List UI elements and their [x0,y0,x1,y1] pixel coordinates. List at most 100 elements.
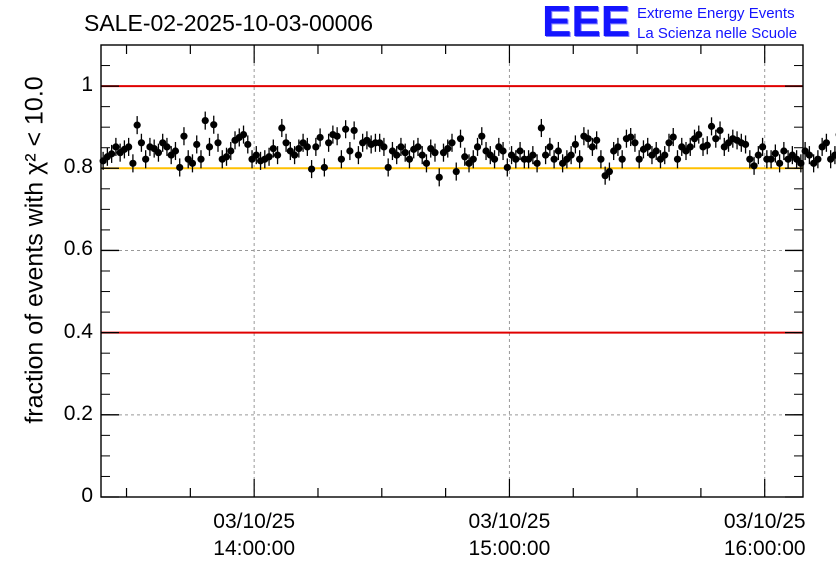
data-point [401,143,409,162]
data-point [461,147,469,166]
data-point [448,133,456,152]
marker [320,163,328,172]
marker [444,144,452,153]
data-point [337,150,345,169]
marker [350,126,358,135]
marker [512,155,520,163]
marker [431,149,439,157]
marker [422,159,431,167]
marker [325,139,333,147]
data-point [273,146,282,165]
data-point [750,156,758,175]
marker [193,140,201,149]
data-point [418,146,426,165]
marker [435,173,443,181]
marker [456,135,465,143]
data-point [503,158,511,177]
marker [380,143,388,151]
marker [269,144,277,153]
data-point [282,133,290,152]
marker [448,139,456,147]
marker [605,167,614,176]
marker [354,151,362,159]
x-tick-date: 03/10/25 [723,510,806,533]
marker [171,147,180,155]
marker [703,141,711,149]
marker [695,130,703,139]
marker [239,130,248,139]
data-point [771,144,779,163]
data-point [635,150,643,169]
data-point [588,137,597,156]
data-point [227,141,235,161]
marker [188,159,197,167]
marker [741,140,750,149]
data-point [222,147,231,166]
x-tick-label: 03/10/25 15:00:00 [449,508,569,562]
marker [716,126,724,135]
marker [542,151,550,159]
marker [112,143,120,151]
data-point [269,139,277,158]
data-point [444,139,452,158]
marker [805,151,813,159]
data-point [197,150,205,169]
axes [100,44,804,498]
marker [644,143,652,151]
data-point [290,146,299,165]
data-point [320,158,328,177]
data-point [414,137,422,156]
marker [712,135,720,143]
y-tick-label: 0.6 [63,237,93,261]
data-point [673,150,682,169]
y-tick-label: 1 [81,73,93,97]
marker [316,133,324,142]
marker [312,143,320,151]
data-point [142,150,150,169]
marker [346,147,354,155]
data-point [707,117,716,136]
marker [227,147,235,155]
data-point [265,147,273,166]
marker [546,143,554,151]
marker [593,136,601,144]
marker [452,167,460,176]
marker [567,151,575,159]
data-point [614,137,622,156]
marker [665,139,673,147]
data-point [384,158,392,177]
marker [771,149,779,158]
marker [265,153,273,161]
marker [405,155,414,163]
data-point [452,162,460,181]
x-tick-label: 03/10/25 14:00:00 [194,508,314,562]
marker [673,155,682,163]
data-point [537,118,545,138]
data-point [648,146,656,165]
marker [142,155,150,163]
marker [282,139,290,147]
marker [776,159,784,167]
data-point [354,146,362,165]
y-tick-label: 0.2 [63,401,93,425]
x-tick-time: 15:00:00 [468,537,551,560]
data-point [695,125,703,144]
marker [499,147,507,155]
marker [210,121,218,129]
marker [222,153,231,161]
marker [418,151,426,159]
marker [661,151,669,159]
x-tick-date: 03/10/25 [213,510,296,533]
x-tick-date: 03/10/25 [468,510,551,533]
data-point [546,137,554,156]
marker [154,149,163,157]
marker [550,155,558,163]
data-point [308,160,316,179]
data-point [163,137,171,156]
chart-title: SALE-02-2025-10-03-00006 [84,10,373,36]
data-point [244,135,252,154]
marker [516,147,524,155]
marker [686,143,694,151]
data-point [716,121,724,140]
data-point [758,137,767,156]
